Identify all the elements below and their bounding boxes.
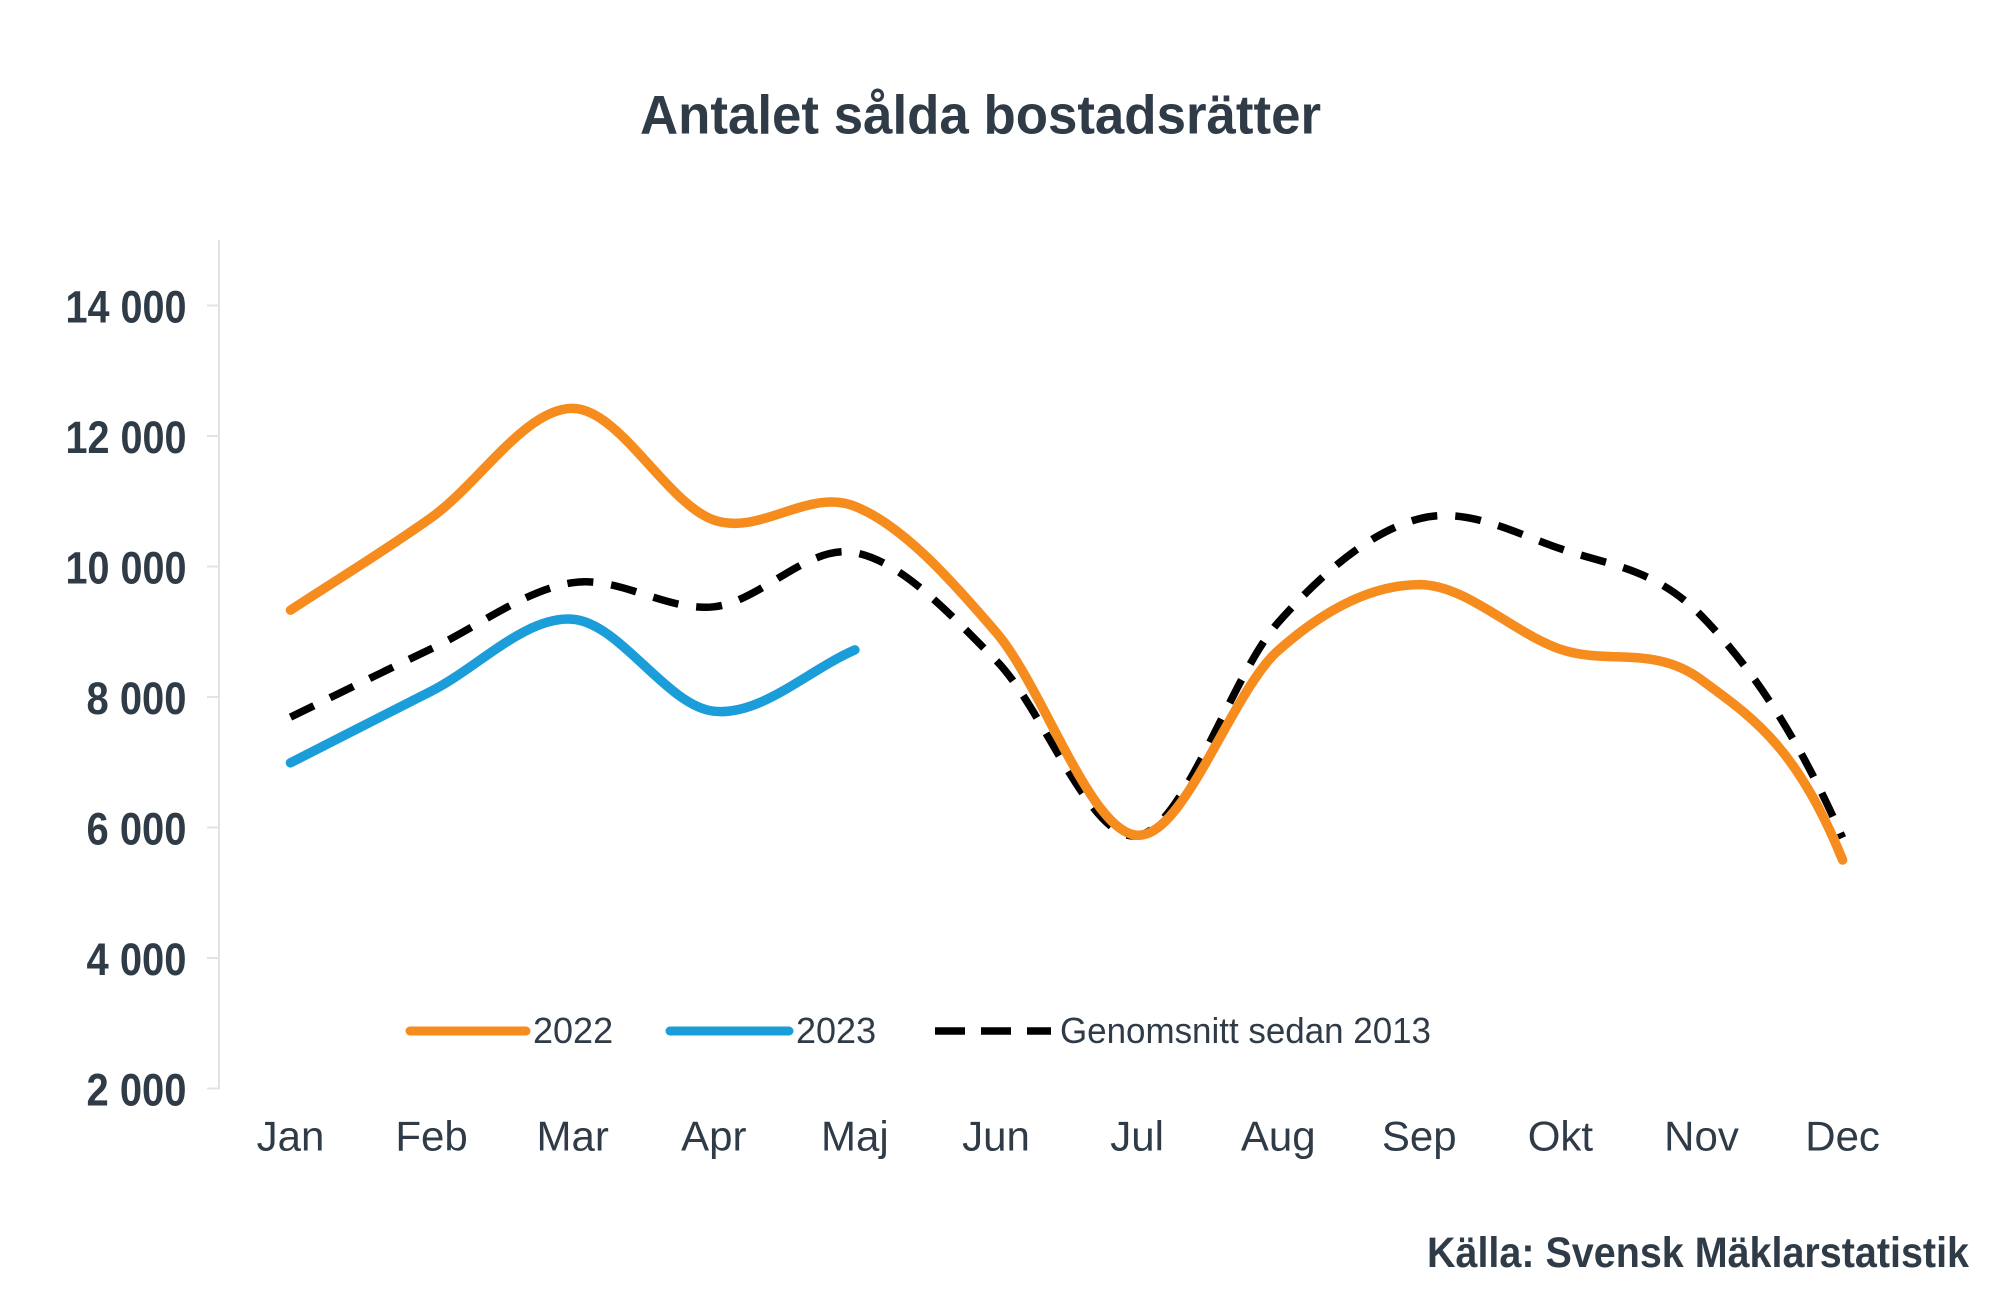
svg-text:Nov: Nov [1664,1113,1739,1160]
svg-text:2 000: 2 000 [87,1065,187,1116]
svg-text:Antalet sålda bostadsrätter: Antalet sålda bostadsrätter [640,84,1321,146]
svg-text:8 000: 8 000 [87,673,187,724]
svg-text:Dec: Dec [1805,1113,1880,1160]
svg-text:Feb: Feb [395,1113,467,1160]
svg-text:Genomsnitt sedan 2013: Genomsnitt sedan 2013 [1060,1010,1431,1051]
svg-text:10 000: 10 000 [66,543,187,594]
svg-text:Maj: Maj [821,1113,889,1160]
svg-text:Jan: Jan [257,1113,325,1160]
svg-text:2023: 2023 [796,1010,876,1051]
svg-text:2022: 2022 [533,1010,613,1051]
svg-text:Jun: Jun [962,1113,1030,1160]
svg-text:12 000: 12 000 [66,412,187,463]
svg-text:Okt: Okt [1528,1113,1594,1160]
svg-text:Mar: Mar [537,1113,609,1160]
svg-text:Sep: Sep [1382,1113,1457,1160]
svg-text:Jul: Jul [1110,1113,1164,1160]
svg-text:Källa: Svensk Mäklarstatistik: Källa: Svensk Mäklarstatistik [1427,1229,1969,1277]
svg-text:6 000: 6 000 [87,804,187,855]
svg-text:Aug: Aug [1241,1113,1316,1160]
svg-text:14 000: 14 000 [66,282,187,333]
svg-text:4 000: 4 000 [87,934,187,985]
svg-text:Apr: Apr [681,1113,746,1160]
